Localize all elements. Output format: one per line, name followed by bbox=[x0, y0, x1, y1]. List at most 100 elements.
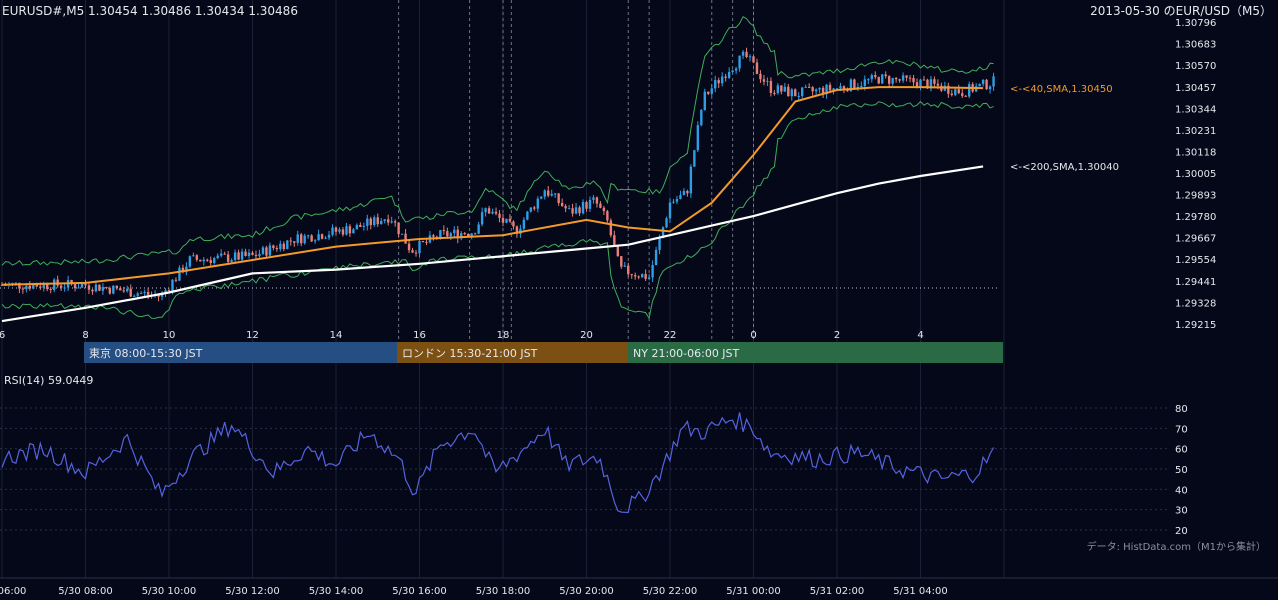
candle-body bbox=[818, 87, 821, 90]
candle-body bbox=[860, 85, 863, 87]
candle-body bbox=[790, 89, 793, 97]
candle-body bbox=[755, 62, 759, 74]
price-tick: 1.29441 bbox=[1175, 277, 1216, 288]
candle-body bbox=[157, 294, 160, 297]
candle-body bbox=[894, 77, 898, 80]
candle-body bbox=[515, 226, 519, 234]
candle-body bbox=[463, 233, 466, 235]
candle-body bbox=[164, 290, 167, 293]
candle-body bbox=[922, 79, 926, 81]
candle-body bbox=[226, 254, 230, 262]
price-tick: 1.30570 bbox=[1175, 61, 1216, 72]
candle-body bbox=[188, 256, 192, 267]
candle-body bbox=[606, 211, 609, 221]
candle-body bbox=[505, 218, 508, 223]
candle-body bbox=[881, 74, 884, 84]
rsi-tick: 20 bbox=[1175, 526, 1188, 537]
session-tokyo-bar bbox=[84, 342, 397, 363]
candle-body bbox=[748, 56, 752, 58]
candle-body bbox=[609, 220, 613, 236]
candle-body bbox=[439, 230, 442, 239]
candle-body bbox=[658, 237, 661, 250]
candle-body bbox=[366, 218, 369, 226]
time-tick: 5/30 16:00 bbox=[392, 586, 446, 597]
candle-body bbox=[929, 79, 933, 89]
price-tick: 1.30796 bbox=[1175, 18, 1216, 29]
candle-body bbox=[634, 275, 637, 277]
candle-body bbox=[947, 85, 950, 94]
candle-body bbox=[240, 251, 244, 260]
hour-tick: 2 bbox=[834, 330, 840, 341]
time-tick: 5/31 00:00 bbox=[726, 586, 780, 597]
rsi-axis: 80 70 60 50 40 30 20 bbox=[1175, 404, 1188, 537]
price-tick: 1.29554 bbox=[1175, 255, 1216, 266]
candle-body bbox=[393, 221, 397, 223]
candle-body bbox=[640, 274, 644, 278]
candle-body bbox=[108, 288, 112, 294]
price-tick: 1.30457 bbox=[1175, 83, 1216, 94]
candle-body bbox=[213, 258, 216, 264]
candle-body bbox=[828, 84, 832, 91]
candle-body bbox=[630, 274, 633, 276]
candle-body bbox=[254, 254, 258, 257]
rsi-tick: 50 bbox=[1175, 465, 1188, 476]
candle-body bbox=[473, 233, 477, 235]
candle-body bbox=[119, 288, 122, 291]
candle-body bbox=[192, 255, 195, 257]
candle-body bbox=[77, 287, 80, 289]
candle-body bbox=[129, 288, 132, 297]
candle-body bbox=[919, 79, 922, 87]
candle-body bbox=[52, 279, 56, 291]
candle-body bbox=[762, 79, 766, 82]
candle-body bbox=[480, 212, 484, 225]
candle-body bbox=[780, 85, 783, 92]
candle-body bbox=[564, 206, 567, 209]
candle-body bbox=[839, 86, 842, 89]
candle-body bbox=[647, 277, 651, 279]
candle-body bbox=[567, 208, 571, 210]
candle-body bbox=[954, 89, 957, 95]
sma200-line bbox=[1, 165, 984, 323]
candle-body bbox=[122, 290, 125, 292]
candle-body bbox=[230, 260, 233, 262]
candle-body bbox=[814, 89, 818, 92]
candle-body bbox=[526, 211, 529, 220]
candle-body bbox=[261, 247, 265, 254]
candle-body bbox=[968, 84, 971, 97]
time-tick: 5/31 04:00 bbox=[893, 586, 947, 597]
candle-body bbox=[560, 202, 564, 207]
candle-body bbox=[741, 51, 745, 56]
candle-body bbox=[352, 229, 355, 234]
candle-body bbox=[832, 88, 835, 91]
candle-body bbox=[425, 241, 428, 243]
candle-body bbox=[870, 74, 873, 80]
candle-body bbox=[797, 95, 800, 97]
candle-body bbox=[616, 245, 620, 257]
price-tick: 1.29215 bbox=[1175, 320, 1216, 331]
session-tokyo-label: 東京 08:00-15:30 JST bbox=[89, 346, 203, 360]
candle-body bbox=[783, 86, 787, 92]
candle-body bbox=[853, 79, 856, 89]
bollinger-upper bbox=[1, 16, 994, 266]
time-tick: 5/30 18:00 bbox=[476, 586, 530, 597]
candle-body bbox=[613, 235, 616, 246]
candle-body bbox=[623, 265, 626, 267]
candle-body bbox=[794, 89, 797, 97]
candle-body bbox=[195, 255, 199, 260]
candle-body bbox=[714, 80, 717, 89]
candle-body bbox=[620, 256, 623, 267]
candle-body bbox=[233, 252, 237, 261]
candle-body bbox=[988, 86, 992, 90]
candle-body bbox=[637, 276, 640, 278]
candle-body bbox=[453, 229, 456, 234]
candle-body bbox=[773, 92, 776, 94]
candle-body bbox=[446, 231, 449, 237]
price-tick: 1.29780 bbox=[1175, 212, 1216, 223]
candle-body bbox=[985, 79, 988, 90]
candle-body bbox=[787, 86, 790, 97]
candle-body bbox=[456, 229, 459, 239]
candle-body bbox=[912, 77, 915, 83]
rsi-tick: 40 bbox=[1175, 485, 1188, 496]
candle-body bbox=[216, 255, 219, 259]
